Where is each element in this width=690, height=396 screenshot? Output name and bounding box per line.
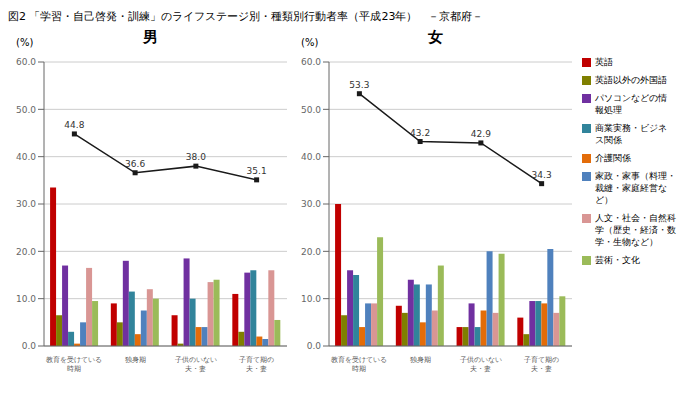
html-text:英語以外の外国語: 英語以外の外国語 — [595, 75, 667, 85]
html-text:人文・社会・自然科 学（歴史・経済・数 学・生物など）: 人文・社会・自然科 学（歴史・経済・数 学・生物など） — [595, 213, 676, 247]
svg-text:子育て期の夫・妻: 子育て期の夫・妻 — [239, 355, 274, 373]
html-text:女: 女 — [428, 28, 443, 46]
html-text:英語: 英語 — [595, 57, 613, 67]
svg-text:子供のいない夫・妻: 子供のいない夫・妻 — [460, 356, 502, 373]
svg-text:35.1: 35.1 — [247, 166, 267, 176]
svg-text:43.2: 43.2 — [410, 128, 430, 138]
html-text:家政・家事（料理・ 裁縫・家庭経営な ど）: 家政・家事（料理・ 裁縫・家庭経営な ど） — [595, 171, 676, 205]
svg-text:42.9: 42.9 — [471, 129, 491, 139]
svg-text:40.0: 40.0 — [301, 152, 321, 162]
svg-text:20.0: 20.0 — [301, 247, 321, 257]
svg-text:36.6: 36.6 — [125, 159, 145, 169]
svg-text:教育を受けている時期: 教育を受けている時期 — [331, 355, 387, 373]
svg-text:30.0: 30.0 — [301, 199, 321, 209]
svg-text:60.0: 60.0 — [301, 57, 321, 67]
svg-text:20.0: 20.0 — [16, 247, 36, 257]
svg-text:53.3: 53.3 — [349, 80, 369, 90]
svg-text:60.0: 60.0 — [16, 57, 36, 67]
svg-text:子供のいない夫・妻: 子供のいない夫・妻 — [175, 356, 217, 373]
svg-text:38.0: 38.0 — [186, 152, 206, 162]
svg-text:0.0: 0.0 — [22, 341, 37, 351]
svg-text:30.0: 30.0 — [16, 199, 36, 209]
svg-text:教育を受けている時期: 教育を受けている時期 — [46, 355, 102, 373]
svg-text:50.0: 50.0 — [301, 105, 321, 115]
html-text:商業実務・ビジネ ス関係: 商業実務・ビジネ ス関係 — [595, 123, 667, 145]
svg-text:10.0: 10.0 — [301, 294, 321, 304]
html-text:介護関係: 介護関係 — [595, 153, 631, 163]
svg-text:独身期: 独身期 — [125, 356, 146, 364]
svg-text:44.8: 44.8 — [64, 120, 84, 130]
svg-text:子育て期の夫・妻: 子育て期の夫・妻 — [524, 355, 559, 373]
svg-text:50.0: 50.0 — [16, 105, 36, 115]
svg-text:34.3: 34.3 — [532, 170, 552, 180]
html-text:男: 男 — [143, 28, 158, 46]
svg-text:10.0: 10.0 — [16, 294, 36, 304]
html-text:芸術・文化: 芸術・文化 — [595, 255, 640, 265]
svg-text:40.0: 40.0 — [16, 152, 36, 162]
svg-text:独身期: 独身期 — [410, 356, 431, 364]
html-text:パソコンなどの情 報処理: パソコンなどの情 報処理 — [595, 93, 667, 115]
html-text:図2 「学習・自己啓発・訓練」のライフステージ別・種類別行動: 図2 「学習・自己啓発・訓練」のライフステージ別・種類別行動者率（平成23年） … — [8, 10, 484, 23]
svg-text:0.0: 0.0 — [307, 341, 322, 351]
